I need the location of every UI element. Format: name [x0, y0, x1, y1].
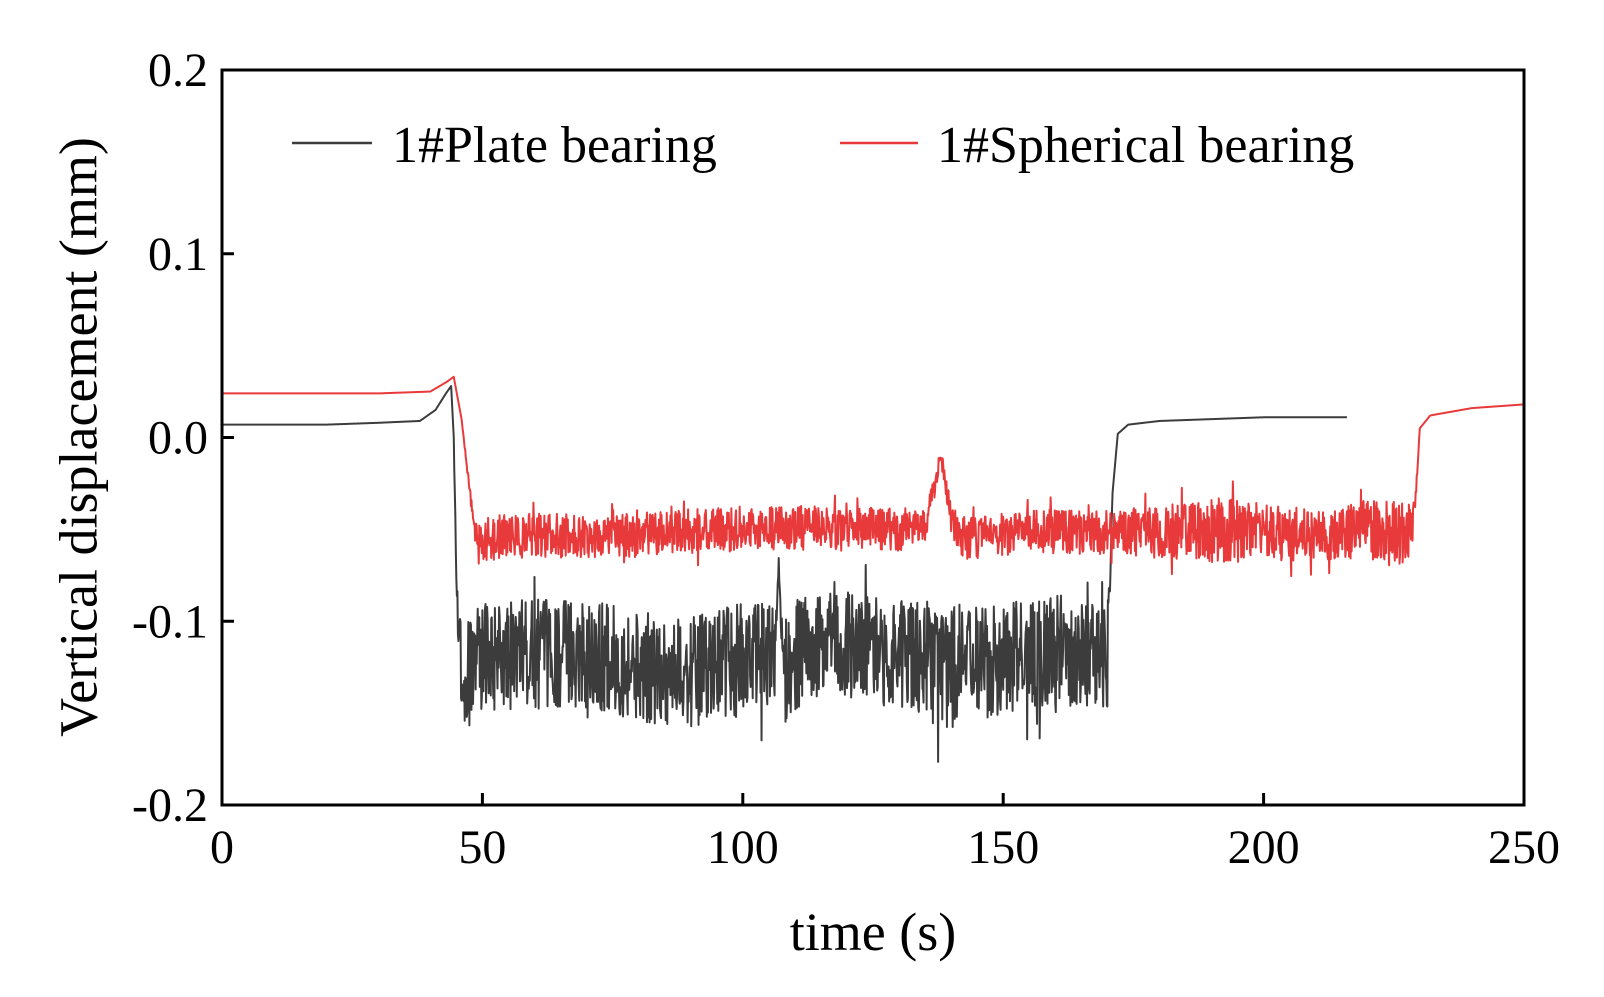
x-tick-label: 0 [210, 821, 234, 874]
legend: 1#Plate bearing 1#Spherical bearing [292, 117, 1354, 174]
y-tick-label: 0.0 [148, 412, 208, 465]
plot-frame [220, 68, 1526, 807]
x-tick-label: 100 [707, 821, 779, 874]
tick-layer: 0 50 100 150 200 250 -0.2 -0.1 0.0 0.1 0.2 [132, 44, 1560, 874]
x-tick-label: 50 [458, 821, 506, 874]
x-axis-title: time (s) [790, 902, 956, 962]
y-tick-label: -0.2 [132, 779, 208, 832]
legend-label-spherical: 1#Spherical bearing [937, 117, 1354, 174]
y-tick-label: 0.2 [148, 44, 208, 97]
series-layer [221, 375, 1525, 763]
legend-label-plate: 1#Plate bearing [392, 117, 717, 174]
y-tick-label: -0.1 [132, 595, 208, 648]
y-axis-title: Vertical displacement (mm) [48, 137, 108, 737]
x-tick-label: 150 [967, 821, 1039, 874]
series-line-plate-bearing [221, 385, 1348, 763]
y-tick-label: 0.1 [148, 228, 208, 281]
x-tick-label: 200 [1228, 821, 1300, 874]
series-line-spherical-bearing [221, 375, 1525, 578]
x-tick-label: 250 [1488, 821, 1560, 874]
